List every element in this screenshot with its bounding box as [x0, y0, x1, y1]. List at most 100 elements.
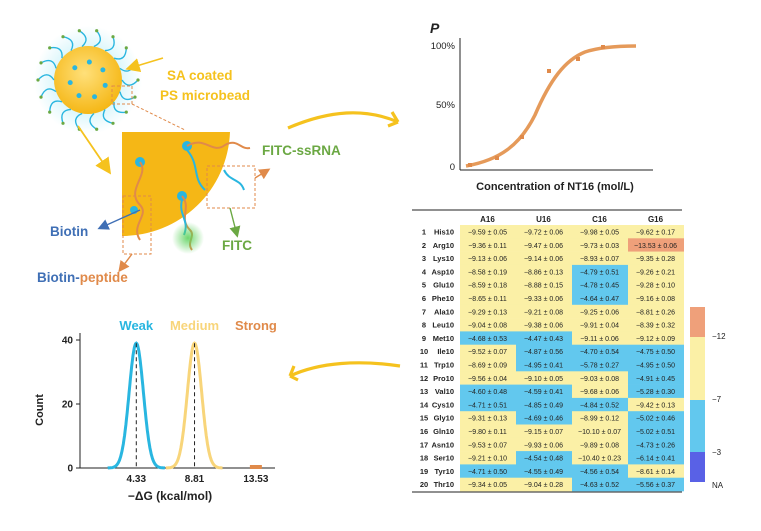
table-cell-bg [572, 451, 628, 465]
row-peptide: Pro10 [433, 374, 454, 383]
biotin-peptide-part1: Biotin- [37, 270, 80, 285]
row-peptide: Lys10 [433, 254, 454, 263]
row-index: 3 [422, 254, 426, 263]
row-peptide: Phe10 [432, 294, 454, 303]
table-cell-bg [628, 331, 684, 345]
table-cell: −9.03 ± 0.08 [580, 376, 619, 383]
strand-line [93, 30, 102, 48]
table-cell: −9.42 ± 0.13 [636, 402, 675, 409]
table-cell: −9.26 ± 0.21 [636, 269, 675, 276]
table-cell: −9.21 ± 0.08 [524, 309, 563, 316]
row-index: 1 [422, 228, 426, 237]
fitc-dot [48, 110, 52, 114]
table-cell: −9.72 ± 0.06 [524, 230, 563, 237]
row-index: 17 [420, 440, 428, 449]
row-peptide: Asp10 [431, 267, 454, 276]
strand-line [37, 74, 55, 81]
row-index: 6 [422, 294, 426, 303]
sigmoid-ylabel: P [430, 20, 440, 36]
row-peptide: Gln10 [433, 427, 454, 436]
table-cell: −9.62 ± 0.17 [636, 230, 675, 237]
table-cell-bg [628, 411, 684, 425]
colorbar-label-na: NA [712, 481, 724, 490]
table-cell: −8.65 ± 0.11 [468, 296, 507, 303]
table-cell-bg [628, 238, 684, 252]
table-cell-bg [516, 464, 572, 478]
table-cell-bg [516, 424, 572, 439]
sa-dot [67, 80, 73, 86]
table-cell: −4.59 ± 0.41 [524, 389, 563, 396]
legend-medium: Medium [170, 318, 219, 333]
fitc-dot [39, 61, 43, 65]
strand-line [40, 88, 57, 98]
table-cell-bg [628, 304, 684, 319]
row-index: 15 [420, 414, 428, 423]
table-cell-bg [460, 358, 516, 372]
table-cell-bg [628, 251, 684, 266]
table-cell-bg [628, 384, 684, 399]
table-cell-bg [516, 251, 572, 266]
fitc-dot [136, 78, 140, 82]
fitc-dot [39, 95, 43, 99]
table-cell: −13.53 ± 0.06 [634, 243, 677, 250]
table-cell-bg [572, 344, 628, 359]
table-cell-bg [516, 225, 572, 239]
row-peptide: Trp10 [434, 361, 454, 370]
table-cell-bg [516, 264, 572, 279]
table-cell: −4.71 ± 0.51 [468, 402, 507, 409]
row-index: 16 [420, 427, 428, 436]
table-cell-bg [516, 397, 572, 412]
table-cell: −9.38 ± 0.06 [524, 323, 563, 330]
table-cell: −4.63 ± 0.52 [580, 482, 619, 489]
fitc-dot [95, 29, 99, 33]
row-peptide: Tyr10 [435, 467, 454, 476]
table-cell-bg [460, 344, 516, 359]
colorbar-label-3: −3 [712, 448, 722, 457]
table-cell-bg [572, 424, 628, 439]
y-tick-label: 40 [62, 336, 74, 347]
table-cell-bg [516, 238, 572, 252]
histogram-chart: Count 40 20 0 4.33 8.81 13.53 Weak Medium Stro… [34, 318, 277, 503]
table-cell-bg [460, 437, 516, 452]
table-cell-bg [516, 451, 572, 465]
sa-dot [86, 59, 92, 65]
table-cell: −8.69 ± 0.09 [468, 363, 507, 370]
row-index: 7 [422, 307, 426, 316]
table-cell: −8.61 ± 0.14 [636, 469, 675, 476]
table-cell-bg [460, 371, 516, 385]
row-index: 9 [422, 334, 426, 343]
table-cell: −9.35 ± 0.28 [636, 256, 675, 263]
table-cell: −4.95 ± 0.41 [524, 363, 563, 370]
table-row: 20 Thr10 −9.34 ± 0.05 −9.04 ± 0.28 −4.63 ± 0… [420, 477, 684, 492]
row-index: 4 [422, 267, 427, 276]
strand-line [104, 36, 115, 52]
table-cell: −4.95 ± 0.50 [636, 363, 675, 370]
table-cell-bg [516, 344, 572, 359]
table-cell-bg [460, 238, 516, 252]
table-row: 9 Met10 −4.68 ± 0.53 −4.47 ± 0.43 −9.11 ± 0.… [422, 331, 684, 345]
table-cell-bg [572, 225, 628, 239]
fitc-dot [133, 95, 137, 99]
microbead-icon [34, 26, 142, 134]
table-cell: −4.75 ± 0.50 [636, 349, 675, 356]
table-cell-bg [516, 278, 572, 292]
row-index: 20 [420, 480, 428, 489]
row-peptide: Met10 [433, 334, 454, 343]
ps-microbead-label: PS microbead [160, 88, 250, 103]
table-cell: −8.59 ± 0.18 [468, 283, 507, 290]
row-peptide: Ser10 [434, 454, 454, 463]
table-cell: −4.87 ± 0.56 [524, 349, 563, 356]
arrow-to-sigmoid [287, 111, 399, 130]
table-cell: −9.28 ± 0.10 [636, 283, 675, 290]
table-cell: −4.47 ± 0.43 [524, 336, 563, 343]
table-row: 3 Lys10 −9.13 ± 0.06 −9.14 ± 0.06 −8.93 ± 0.… [422, 251, 684, 266]
table-cell-bg [460, 424, 516, 439]
row-index: 5 [422, 281, 426, 290]
table-cell-bg [628, 451, 684, 465]
biotin-label: Biotin [50, 224, 88, 239]
table-cell-bg [572, 464, 628, 478]
legend-weak: Weak [119, 318, 153, 333]
table-cell-bg [572, 358, 628, 372]
table-cell: −4.54 ± 0.48 [524, 456, 563, 463]
table-row: 15 Gly10 −9.31 ± 0.13 −4.69 ± 0.46 −8.99 ± 0… [420, 411, 684, 425]
